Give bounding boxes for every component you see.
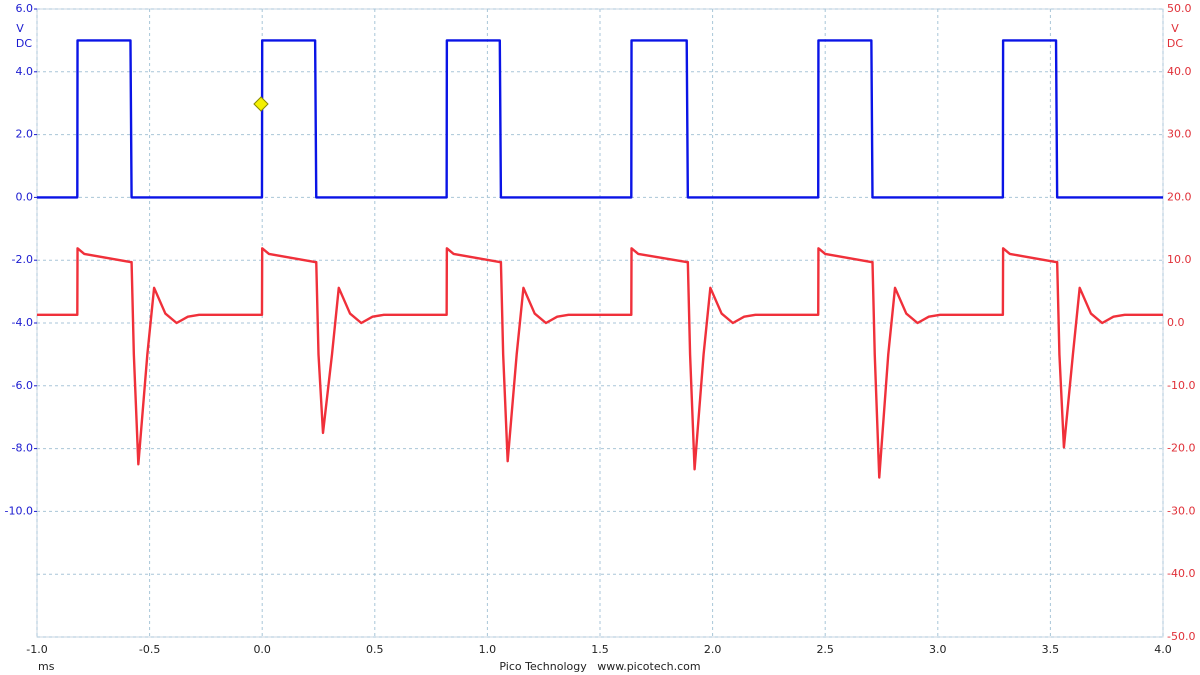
left-unit: V bbox=[16, 22, 24, 35]
y-tick-label: 6.0 bbox=[16, 2, 34, 15]
x-tick-label: 2.5 bbox=[816, 643, 834, 656]
x-tick-label: -0.5 bbox=[139, 643, 160, 656]
y2-tick-label: 20.0 bbox=[1167, 190, 1192, 203]
y-tick-label: -10.0 bbox=[5, 504, 33, 517]
y-tick-label: 0.0 bbox=[16, 190, 34, 203]
left-coupling: DC bbox=[16, 37, 32, 50]
trace bbox=[37, 247, 1163, 479]
right-coupling: DC bbox=[1167, 37, 1183, 50]
trace bbox=[37, 39, 1163, 199]
x-tick-label: 1.0 bbox=[479, 643, 497, 656]
tick-labels: -1.0 -0.5 0.0 0.5 1.0 1.5 2.0 2.5 3.0 3.5 4.0 6.0 4.… bbox=[5, 2, 1196, 656]
x-axis-label: ms bbox=[38, 660, 55, 673]
x-tick-label: 3.5 bbox=[1042, 643, 1060, 656]
right-unit: V bbox=[1171, 22, 1179, 35]
x-tick-label: 0.5 bbox=[366, 643, 384, 656]
footer: Pico Technology www.picotech.com bbox=[499, 660, 700, 673]
y-tick-label: -6.0 bbox=[12, 379, 33, 392]
trigger-marker bbox=[253, 96, 269, 112]
traces bbox=[37, 39, 1163, 479]
x-tick-label: 2.0 bbox=[704, 643, 722, 656]
y-tick-label: 2.0 bbox=[16, 128, 34, 141]
y2-tick-label: -50.0 bbox=[1167, 630, 1195, 643]
y2-tick-label: 50.0 bbox=[1167, 2, 1192, 15]
y-tick-label: 4.0 bbox=[16, 65, 34, 78]
y-tick-label: -8.0 bbox=[12, 442, 33, 455]
y2-tick-label: -40.0 bbox=[1167, 567, 1195, 580]
y2-tick-label: 30.0 bbox=[1167, 128, 1192, 141]
y2-tick-label: 0.0 bbox=[1167, 316, 1185, 329]
x-tick-label: 4.0 bbox=[1154, 643, 1172, 656]
x-tick-label: -1.0 bbox=[26, 643, 47, 656]
y2-tick-label: -30.0 bbox=[1167, 504, 1195, 517]
y-tick-label: -4.0 bbox=[12, 316, 33, 329]
x-tick-label: 3.0 bbox=[929, 643, 947, 656]
y-tick-label: -2.0 bbox=[12, 253, 33, 266]
y2-tick-label: 10.0 bbox=[1167, 253, 1192, 266]
x-tick-label: 1.5 bbox=[591, 643, 609, 656]
y2-tick-label: -10.0 bbox=[1167, 379, 1195, 392]
x-tick-label: 0.0 bbox=[253, 643, 271, 656]
y2-tick-label: -20.0 bbox=[1167, 442, 1195, 455]
y2-tick-label: 40.0 bbox=[1167, 65, 1192, 78]
